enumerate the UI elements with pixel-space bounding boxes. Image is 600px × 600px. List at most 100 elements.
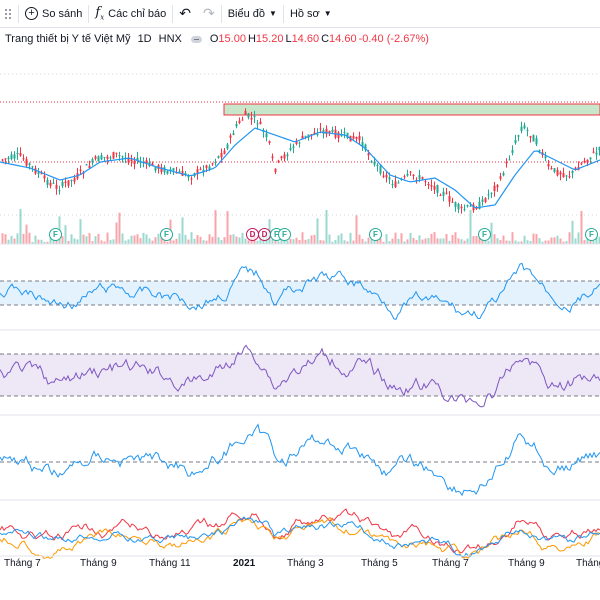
price-candle xyxy=(25,159,28,166)
price-candle xyxy=(394,181,397,188)
price-candle xyxy=(298,142,301,144)
price-candle xyxy=(214,161,217,163)
volume-bar xyxy=(505,240,508,244)
price-candle xyxy=(205,165,208,168)
divider xyxy=(220,4,222,23)
time-axis-label: Tháng 5 xyxy=(361,558,398,569)
volume-bar xyxy=(355,215,358,244)
price-candle xyxy=(289,148,292,150)
price-candle xyxy=(211,163,214,165)
compare-button[interactable]: + So sánh xyxy=(19,0,88,28)
volume-bar xyxy=(172,240,175,244)
price-candle xyxy=(517,135,520,137)
price-candle xyxy=(478,201,481,210)
volume-bar xyxy=(571,220,574,244)
dividend-f-badge[interactable]: F xyxy=(160,228,173,241)
indicators-button[interactable]: fx Các chỉ báo xyxy=(89,0,172,28)
price-candle xyxy=(364,144,367,150)
volume-bar xyxy=(460,239,463,244)
price-candle xyxy=(502,173,505,176)
volume-bar xyxy=(451,234,454,244)
volume-bar xyxy=(421,239,424,244)
price-candle xyxy=(406,173,409,176)
price-candle xyxy=(355,137,358,139)
grip-icon[interactable] xyxy=(4,7,12,21)
price-candle xyxy=(424,181,427,183)
dividend-f-badge[interactable]: F xyxy=(478,228,491,241)
profile-dropdown[interactable]: Hồ sơ ▼ xyxy=(284,0,338,28)
dividend-f-badge[interactable]: F xyxy=(585,228,598,241)
volume-bar xyxy=(358,234,361,244)
price-candle xyxy=(544,156,547,159)
price-candle xyxy=(562,173,565,178)
volume-bar xyxy=(28,232,31,244)
price-candle xyxy=(259,121,262,125)
volume-bar xyxy=(547,240,550,244)
price-candle xyxy=(256,123,259,125)
eye-icon[interactable] xyxy=(190,35,202,43)
price-candle xyxy=(31,166,34,168)
chart-type-dropdown[interactable]: Biểu đồ ▼ xyxy=(222,0,283,28)
volume-bar xyxy=(238,237,241,244)
symbol-name: Trang thiết bị Y tế Việt Mỹ xyxy=(5,33,131,45)
volume-bar xyxy=(136,234,139,244)
volume-bar xyxy=(334,240,337,244)
volume-bar xyxy=(196,235,199,244)
dividend-f-badge[interactable]: F xyxy=(278,228,291,241)
price-candle xyxy=(571,170,574,174)
price-candle xyxy=(217,156,220,158)
price-candle xyxy=(328,131,331,134)
volume-bar xyxy=(427,238,430,244)
volume-bar xyxy=(145,234,148,244)
volume-bar xyxy=(523,235,526,244)
volume-bar xyxy=(61,236,64,244)
volume-bar xyxy=(352,240,355,244)
volume-bar xyxy=(364,241,367,244)
volume-bar xyxy=(19,208,22,244)
redo-button[interactable]: ↷ xyxy=(197,0,221,28)
price-candle xyxy=(112,152,115,159)
volume-bar xyxy=(16,233,19,244)
stochastic-pane-line xyxy=(0,344,600,408)
volume-bar xyxy=(346,241,349,244)
dividend-f-badge[interactable]: F xyxy=(369,228,382,241)
volume-bar xyxy=(508,240,511,244)
price-candle xyxy=(346,132,349,138)
open-label: O xyxy=(209,33,219,45)
profile-label: Hồ sơ xyxy=(289,7,320,20)
price-candle xyxy=(418,175,421,180)
price-candle xyxy=(529,136,532,138)
volume-bar xyxy=(208,234,211,244)
price-candle xyxy=(292,146,295,148)
price-candle xyxy=(286,154,289,157)
volume-bar xyxy=(133,235,136,244)
dividend-f-badge[interactable]: F xyxy=(49,228,62,241)
price-candle xyxy=(301,135,304,139)
volume-bar xyxy=(91,241,94,244)
volume-bar xyxy=(430,233,433,244)
volume-bar xyxy=(475,236,478,244)
price-candle xyxy=(208,166,211,170)
volume-bar xyxy=(22,233,25,244)
price-candle xyxy=(127,158,130,163)
price-candle xyxy=(103,157,106,159)
volume-bar xyxy=(526,240,529,244)
volume-bar xyxy=(559,238,562,244)
volume-bar xyxy=(580,210,583,244)
volume-bar xyxy=(13,238,16,244)
volume-bar xyxy=(466,238,469,244)
price-candle xyxy=(445,192,448,194)
price-candle xyxy=(22,158,25,160)
close-value: 14.60 xyxy=(329,33,357,45)
volume-bar xyxy=(319,240,322,244)
time-axis-label: Tháng 7 xyxy=(4,558,41,569)
undo-button[interactable]: ↶ xyxy=(173,0,197,28)
volume-bar xyxy=(271,239,274,244)
price-candle xyxy=(190,178,193,180)
price-candle xyxy=(448,195,451,202)
price-candle xyxy=(169,169,172,172)
price-candle xyxy=(454,202,457,207)
price-candle xyxy=(439,195,442,197)
volume-bar xyxy=(310,235,313,244)
